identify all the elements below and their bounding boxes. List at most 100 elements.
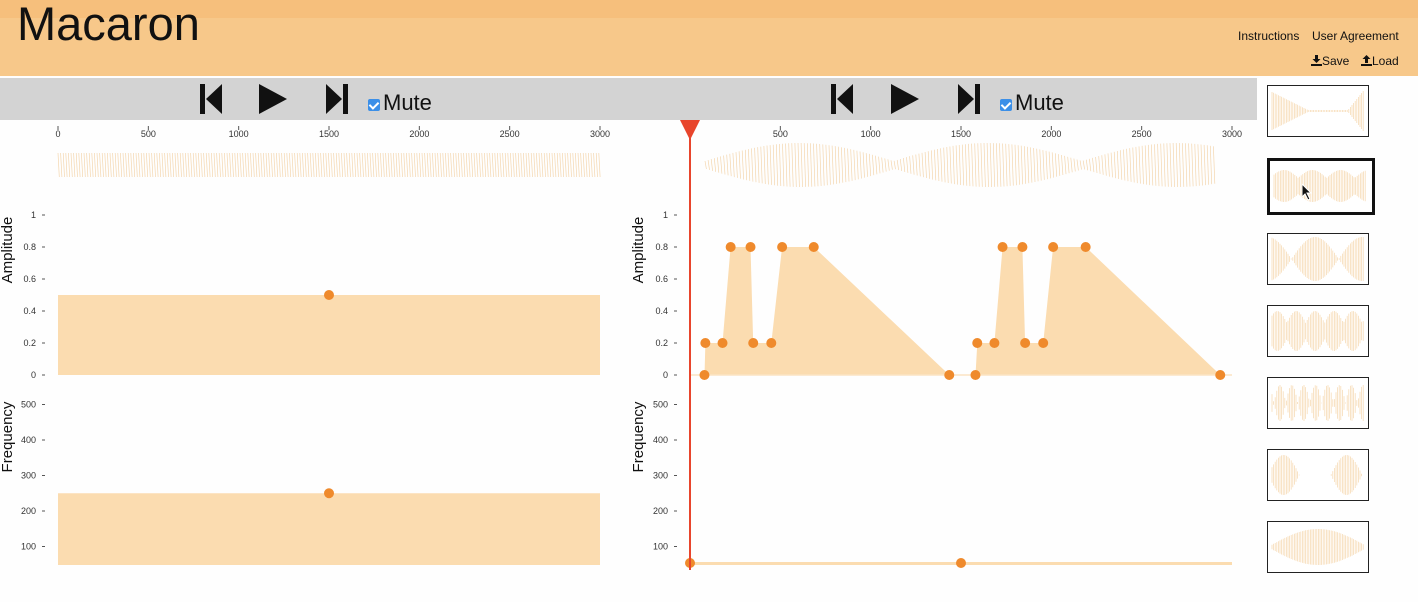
frequency-keyframe[interactable] bbox=[324, 488, 334, 499]
waveform-thumbnail-icon bbox=[1271, 455, 1362, 495]
amplitude-envelope bbox=[975, 247, 1221, 375]
waveform-thumbnail-icon bbox=[1273, 170, 1366, 202]
header-band bbox=[0, 0, 1418, 18]
user-agreement-link[interactable]: User Agreement bbox=[1312, 29, 1399, 43]
amplitude-tick-label: 0.4 bbox=[655, 306, 668, 316]
amplitude-keyframe[interactable] bbox=[997, 242, 1008, 252]
amplitude-tick-label: 0.2 bbox=[655, 338, 668, 348]
amplitude-keyframe[interactable] bbox=[989, 338, 1000, 348]
library-thumbnail[interactable] bbox=[1267, 85, 1369, 137]
app-header: Macaron Instructions User Agreement Save… bbox=[0, 0, 1418, 76]
instructions-link[interactable]: Instructions bbox=[1238, 29, 1300, 43]
waveform-thumbnail-icon bbox=[1271, 385, 1364, 421]
amplitude-tick-label: 0.6 bbox=[23, 274, 36, 284]
time-tick-label: 2500 bbox=[1132, 129, 1152, 139]
amplitude-keyframe[interactable] bbox=[745, 242, 756, 252]
amplitude-keyframe[interactable] bbox=[777, 242, 788, 252]
library-thumbnail[interactable] bbox=[1267, 521, 1369, 573]
library-thumbnail[interactable] bbox=[1267, 305, 1369, 357]
amplitude-keyframe[interactable] bbox=[699, 370, 710, 380]
amplitude-keyframe[interactable] bbox=[717, 338, 728, 348]
amplitude-keyframe[interactable] bbox=[1038, 338, 1049, 348]
time-tick-label: 1000 bbox=[229, 129, 249, 139]
amplitude-keyframe[interactable] bbox=[748, 338, 759, 348]
play-button-right[interactable] bbox=[889, 82, 921, 116]
amplitude-tick-label: 0.8 bbox=[655, 242, 668, 252]
amplitude-tick-label: 0.4 bbox=[23, 306, 36, 316]
frequency-tick-label: 500 bbox=[653, 400, 668, 410]
waveform-path bbox=[1271, 529, 1364, 565]
mute-label: Mute bbox=[383, 90, 432, 115]
waveform-path bbox=[1271, 311, 1364, 351]
playhead-handle[interactable] bbox=[680, 120, 700, 140]
amplitude-tick-label: 0.8 bbox=[23, 242, 36, 252]
save-label: Save bbox=[1322, 54, 1350, 68]
time-tick-label: 1500 bbox=[319, 129, 339, 139]
left-editor: 0 500 1000 1500 2000 2500 3000 1 0.8 0.6 0.4 0.2 0 Am… bbox=[0, 126, 610, 565]
amplitude-tick-label: 1 bbox=[31, 210, 36, 220]
frequency-tick-label: 500 bbox=[21, 400, 36, 410]
skip-back-button-right[interactable] bbox=[829, 82, 857, 116]
waveform-path bbox=[1273, 170, 1366, 202]
amplitude-keyframe[interactable] bbox=[700, 338, 711, 348]
amplitude-keyframe[interactable] bbox=[1080, 242, 1091, 252]
amplitude-keyframe[interactable] bbox=[766, 338, 777, 348]
save-button[interactable]: Save bbox=[1311, 54, 1349, 68]
time-tick-label: 2500 bbox=[500, 129, 520, 139]
amplitude-tick-label: 0 bbox=[31, 370, 36, 380]
time-tick-label: 500 bbox=[141, 129, 156, 139]
amplitude-axis-label: Amplitude bbox=[630, 217, 647, 284]
frequency-tick-label: 100 bbox=[21, 542, 36, 552]
frequency-tick-label: 400 bbox=[21, 435, 36, 445]
frequency-tick-label: 300 bbox=[653, 471, 668, 481]
waveform-path bbox=[1271, 237, 1364, 281]
mute-checkbox[interactable] bbox=[368, 99, 380, 111]
library-thumbnail[interactable] bbox=[1267, 233, 1369, 285]
amplitude-keyframe[interactable] bbox=[808, 242, 819, 252]
frequency-tick-label: 200 bbox=[653, 506, 668, 516]
amplitude-keyframe[interactable] bbox=[944, 370, 955, 380]
amplitude-tick-label: 0 bbox=[663, 370, 668, 380]
waveform-thumbnail-icon bbox=[1271, 311, 1364, 351]
waveform-preview bbox=[704, 142, 1216, 188]
time-tick-label: 2000 bbox=[409, 129, 429, 139]
amplitude-envelope bbox=[704, 247, 950, 375]
library-thumbnail[interactable] bbox=[1267, 377, 1369, 429]
amplitude-keyframe[interactable] bbox=[725, 242, 736, 252]
waveform-path bbox=[1271, 385, 1364, 421]
amplitude-keyframe[interactable] bbox=[1017, 242, 1028, 252]
amplitude-tick-label: 1 bbox=[663, 210, 668, 220]
skip-back-button[interactable] bbox=[198, 82, 226, 116]
waveform-preview bbox=[57, 152, 601, 178]
play-button[interactable] bbox=[257, 82, 289, 116]
mute-checkbox-right[interactable] bbox=[1000, 99, 1012, 111]
frequency-tick-label: 300 bbox=[21, 471, 36, 481]
library-thumbnail[interactable] bbox=[1267, 449, 1369, 501]
amplitude-axis-label: Amplitude bbox=[0, 217, 16, 284]
amplitude-keyframe[interactable] bbox=[972, 338, 983, 348]
amplitude-keyframe[interactable] bbox=[324, 290, 334, 300]
time-tick-label: 1000 bbox=[861, 129, 881, 139]
mute-label-right: Mute bbox=[1015, 90, 1064, 115]
frequency-tick-label: 100 bbox=[653, 542, 668, 552]
mouse-cursor-icon bbox=[1301, 183, 1313, 201]
skip-forward-button[interactable] bbox=[322, 82, 350, 116]
playback-toolbar bbox=[0, 78, 1257, 120]
amplitude-keyframe[interactable] bbox=[970, 370, 981, 380]
app-title: Macaron bbox=[17, 0, 200, 50]
frequency-tick-label: 400 bbox=[653, 435, 668, 445]
frequency-envelope bbox=[58, 493, 600, 565]
skip-forward-button-right[interactable] bbox=[954, 82, 982, 116]
time-tick-label: 1500 bbox=[951, 129, 971, 139]
load-label: Load bbox=[1372, 54, 1399, 68]
frequency-axis-label: Frequency bbox=[0, 401, 16, 472]
frequency-keyframe[interactable] bbox=[956, 558, 966, 568]
amplitude-keyframe[interactable] bbox=[1020, 338, 1031, 348]
load-button[interactable]: Load bbox=[1361, 54, 1399, 68]
library-thumbnail[interactable] bbox=[1267, 158, 1375, 215]
amplitude-keyframe[interactable] bbox=[1215, 370, 1226, 380]
amplitude-keyframe[interactable] bbox=[1048, 242, 1059, 252]
right-editor: 500 1000 1500 2000 2500 3000 1 0.8 0.6 0.4 0.2 0 Amp… bbox=[630, 120, 1242, 570]
waveform-thumbnail-icon bbox=[1271, 237, 1364, 281]
